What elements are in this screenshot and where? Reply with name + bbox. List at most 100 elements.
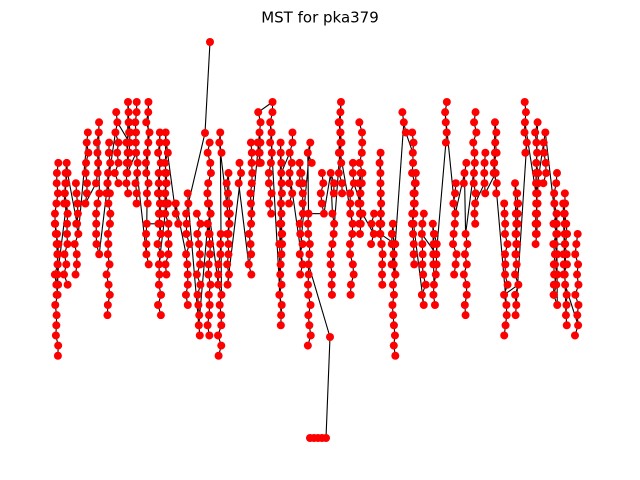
node bbox=[471, 199, 480, 208]
node bbox=[357, 128, 366, 137]
node bbox=[288, 128, 297, 137]
node bbox=[51, 331, 60, 340]
node bbox=[470, 148, 479, 157]
node bbox=[95, 118, 104, 127]
node bbox=[246, 138, 255, 147]
node bbox=[298, 260, 307, 269]
node bbox=[471, 108, 480, 117]
node bbox=[267, 148, 276, 157]
node bbox=[307, 158, 316, 167]
node bbox=[277, 280, 286, 289]
node bbox=[346, 250, 355, 259]
node bbox=[460, 169, 469, 178]
node bbox=[53, 260, 62, 269]
node bbox=[105, 260, 114, 269]
node bbox=[520, 98, 529, 106]
node bbox=[267, 128, 276, 137]
node bbox=[141, 158, 150, 167]
node bbox=[203, 219, 212, 228]
node bbox=[471, 189, 480, 198]
node bbox=[52, 199, 61, 208]
edge bbox=[77, 142, 88, 235]
node bbox=[559, 199, 568, 208]
node bbox=[348, 169, 357, 178]
node bbox=[164, 229, 173, 238]
node bbox=[492, 148, 501, 157]
node bbox=[276, 138, 285, 147]
node bbox=[571, 250, 580, 259]
node bbox=[160, 199, 169, 208]
node bbox=[92, 229, 101, 238]
node bbox=[268, 98, 277, 106]
node bbox=[326, 333, 334, 341]
node bbox=[349, 270, 358, 279]
node bbox=[512, 219, 521, 228]
node bbox=[502, 311, 511, 320]
node bbox=[192, 209, 201, 218]
node bbox=[492, 189, 501, 198]
node bbox=[303, 148, 312, 157]
node bbox=[305, 321, 314, 330]
node bbox=[327, 280, 336, 289]
node bbox=[276, 148, 285, 157]
node bbox=[303, 341, 312, 350]
node bbox=[156, 219, 165, 228]
node bbox=[237, 169, 246, 178]
node bbox=[105, 189, 114, 198]
node bbox=[462, 290, 471, 299]
node bbox=[329, 189, 338, 198]
node bbox=[113, 118, 122, 127]
node bbox=[326, 169, 335, 178]
node bbox=[215, 138, 224, 147]
node bbox=[214, 260, 223, 269]
node bbox=[62, 179, 71, 188]
node bbox=[355, 158, 364, 167]
node bbox=[407, 219, 416, 228]
node bbox=[194, 301, 203, 309]
node bbox=[52, 321, 61, 330]
node bbox=[110, 169, 119, 178]
node bbox=[50, 209, 59, 218]
node bbox=[337, 179, 346, 188]
node bbox=[253, 138, 262, 147]
node bbox=[206, 209, 215, 218]
node bbox=[305, 240, 314, 249]
node bbox=[419, 209, 428, 218]
node bbox=[254, 108, 263, 117]
node bbox=[512, 260, 521, 269]
node bbox=[378, 270, 387, 279]
node bbox=[511, 290, 520, 299]
node bbox=[225, 199, 234, 208]
node bbox=[552, 209, 561, 218]
node bbox=[95, 250, 104, 259]
node bbox=[306, 434, 314, 442]
node bbox=[295, 219, 304, 228]
node bbox=[511, 270, 520, 279]
node bbox=[201, 129, 209, 137]
node bbox=[388, 301, 397, 309]
node bbox=[52, 311, 61, 320]
node bbox=[54, 158, 63, 167]
node bbox=[346, 280, 355, 289]
node bbox=[354, 179, 363, 188]
node bbox=[411, 169, 420, 178]
node bbox=[204, 311, 213, 320]
node bbox=[296, 270, 305, 279]
node bbox=[174, 219, 183, 228]
node bbox=[328, 240, 337, 249]
node bbox=[489, 169, 498, 178]
node bbox=[500, 290, 509, 299]
node bbox=[72, 260, 81, 269]
node bbox=[328, 209, 337, 218]
node bbox=[469, 169, 478, 178]
node bbox=[133, 169, 142, 178]
node bbox=[133, 158, 142, 167]
node bbox=[511, 250, 520, 259]
node bbox=[513, 240, 522, 249]
node bbox=[337, 138, 346, 147]
node bbox=[500, 331, 509, 340]
node bbox=[161, 189, 170, 198]
node bbox=[81, 169, 90, 178]
node bbox=[346, 199, 355, 208]
edge bbox=[204, 41, 211, 134]
